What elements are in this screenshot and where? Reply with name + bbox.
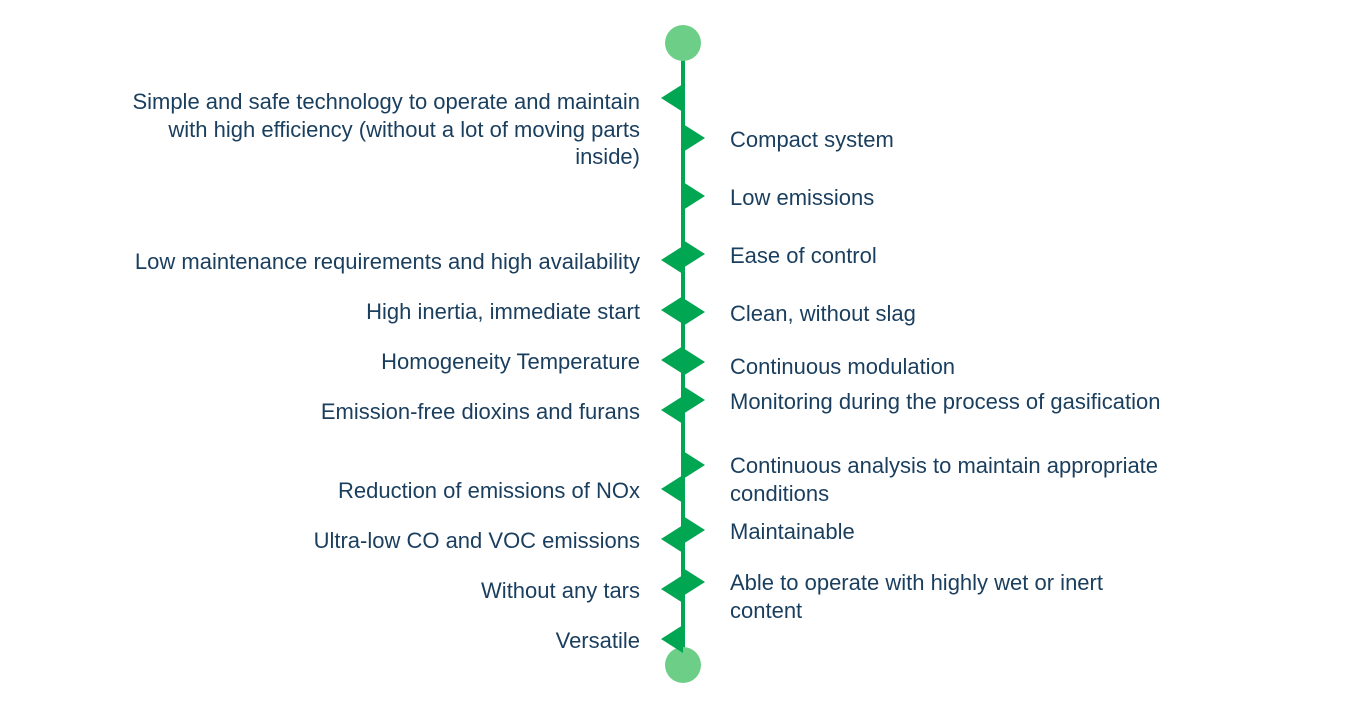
feature-label-right: Continuous modulation xyxy=(730,353,1230,381)
feature-label-right: Able to operate with highly wet or inert… xyxy=(730,569,1170,624)
feature-label-right: Compact system xyxy=(730,126,1230,154)
arrow-left-icon xyxy=(661,475,683,503)
feature-label-right: Clean, without slag xyxy=(730,300,1230,328)
arrow-right-icon xyxy=(683,451,705,479)
feature-label-left: Ultra-low CO and VOC emissions xyxy=(200,527,640,555)
arrow-left-icon xyxy=(661,525,683,553)
feature-label-right: Continuous analysis to maintain appropri… xyxy=(730,452,1220,507)
feature-label-left: Reduction of emissions of NOx xyxy=(200,477,640,505)
arrow-left-icon xyxy=(661,396,683,424)
timeline-endpoint-top xyxy=(665,25,701,61)
feature-label-left: Without any tars xyxy=(300,577,640,605)
arrow-right-icon xyxy=(683,240,705,268)
arrow-right-icon xyxy=(683,516,705,544)
feature-timeline-diagram: Simple and safe technology to operate an… xyxy=(0,0,1346,718)
feature-label-left: Homogeneity Temperature xyxy=(240,348,640,376)
arrow-right-icon xyxy=(683,568,705,596)
feature-label-right: Low emissions xyxy=(730,184,1230,212)
arrow-right-icon xyxy=(683,298,705,326)
arrow-right-icon xyxy=(683,386,705,414)
arrow-left-icon xyxy=(661,296,683,324)
arrow-left-icon xyxy=(661,575,683,603)
arrow-left-icon xyxy=(661,346,683,374)
feature-label-left: Simple and safe technology to operate an… xyxy=(128,88,640,171)
arrow-right-icon xyxy=(683,182,705,210)
feature-label-left: High inertia, immediate start xyxy=(240,298,640,326)
feature-label-left: Emission-free dioxins and furans xyxy=(200,398,640,426)
feature-label-right: Monitoring during the process of gasific… xyxy=(730,388,1290,416)
arrow-left-icon xyxy=(661,84,683,112)
feature-label-right: Ease of control xyxy=(730,242,1230,270)
feature-label-left: Versatile xyxy=(400,627,640,655)
feature-label-left: Low maintenance requirements and high av… xyxy=(76,248,640,276)
arrow-left-icon xyxy=(661,625,683,653)
arrow-right-icon xyxy=(683,348,705,376)
arrow-left-icon xyxy=(661,246,683,274)
feature-label-right: Maintainable xyxy=(730,518,1230,546)
arrow-right-icon xyxy=(683,124,705,152)
